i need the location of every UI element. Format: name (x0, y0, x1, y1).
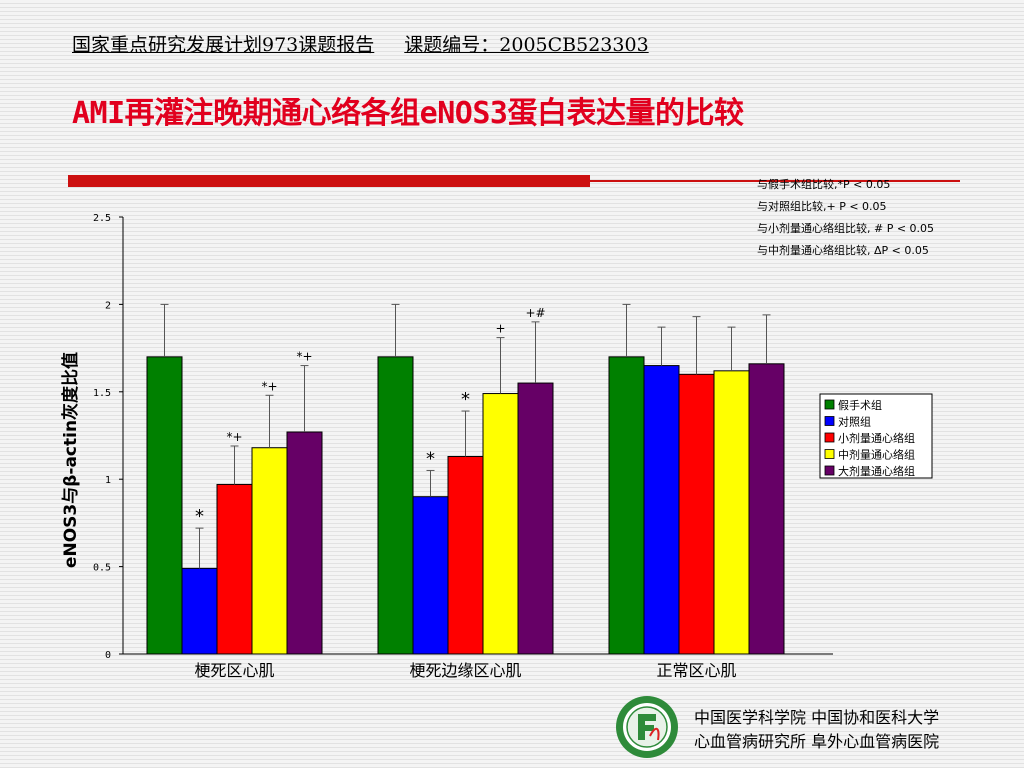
slide-title: AMI再灌注晚期通心络各组eNOS3蛋白表达量的比较 (72, 96, 744, 131)
bar (482, 393, 519, 655)
bar (447, 455, 484, 655)
bar (412, 496, 449, 655)
y-tick-label: 0.5 (93, 563, 111, 574)
significance-marker: * (461, 389, 470, 410)
legend-label: 大剂量通心络组 (838, 464, 915, 478)
legend-label: 中剂量通心络组 (838, 448, 915, 462)
institution-logo-icon (616, 696, 678, 758)
significance-marker: +# (525, 306, 545, 320)
legend-swatch (824, 449, 835, 459)
legend-swatch (824, 416, 835, 426)
legend-swatch (824, 399, 835, 410)
bar (608, 356, 645, 655)
y-tick-label: 2.5 (93, 213, 111, 224)
x-category-label: 梗死区心肌 (194, 661, 274, 680)
bar (748, 363, 785, 655)
report-name: 国家重点研究发展计划973课题报告 (72, 34, 375, 56)
significance-note: 与小剂量通心络组比较, # P < 0.05 (757, 221, 934, 235)
bar (181, 567, 218, 655)
legend-swatch (824, 432, 835, 443)
significance-marker: + (495, 322, 505, 336)
bar (251, 447, 288, 655)
footer-institutions: 中国医学科学院 中国协和医科大学 心血管病研究所 阜外心血管病医院 (694, 706, 939, 754)
footer-line-1: 中国医学科学院 中国协和医科大学 (694, 708, 940, 727)
bar (643, 365, 680, 655)
project-number: 课题编号：2005CB523303 (404, 34, 649, 56)
y-tick-label: 0 (105, 650, 111, 661)
significance-marker: *+ (296, 350, 312, 364)
accent-line (590, 180, 960, 182)
x-category-label: 梗死边缘区心肌 (409, 661, 521, 680)
report-header: 国家重点研究发展计划973课题报告 课题编号：2005CB523303 (72, 30, 649, 57)
bar (517, 382, 554, 655)
bar (678, 373, 715, 655)
footer-line-2: 心血管病研究所 阜外心血管病医院 (694, 732, 940, 751)
y-tick-label: 2 (105, 300, 111, 311)
significance-notes: 与假手术组比较,*P < 0.05 与对照组比较,+ P < 0.05 与小剂量通心… (757, 177, 934, 257)
legend-swatch (824, 465, 835, 476)
significance-marker: * (426, 448, 435, 469)
bar (216, 483, 253, 655)
y-tick-label: 1 (105, 475, 111, 486)
legend-label: 假手术组 (838, 398, 882, 412)
significance-note: 与对照组比较,+ P < 0.05 (757, 199, 887, 213)
legend-label: 小剂量通心络组 (838, 431, 915, 445)
significance-marker: * (195, 506, 204, 527)
bar (286, 431, 323, 655)
bar (713, 370, 750, 655)
chart-bars: **+*+*+**++# (146, 303, 785, 655)
bar (377, 356, 414, 655)
x-category-label: 正常区心肌 (656, 661, 736, 680)
significance-note: 与假手术组比较,*P < 0.05 (757, 177, 890, 191)
legend-box (819, 393, 933, 479)
bar (146, 356, 183, 655)
significance-marker: *+ (261, 379, 277, 393)
y-axis-title: eNOS3与β-actin灰度比值 (60, 352, 81, 568)
significance-note: 与中剂量通心络组比较, ΔP < 0.05 (757, 243, 929, 257)
legend-label: 对照组 (838, 415, 871, 429)
significance-marker: *+ (226, 430, 242, 444)
y-tick-label: 1.5 (93, 388, 111, 399)
accent-bar (68, 175, 590, 187)
